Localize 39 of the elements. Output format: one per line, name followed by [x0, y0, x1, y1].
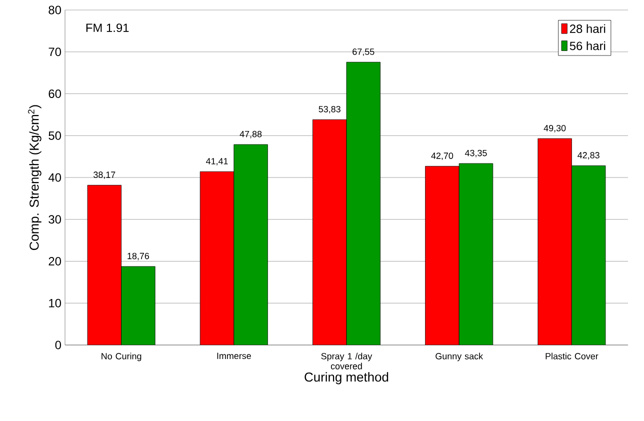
bar — [538, 138, 572, 345]
bar — [458, 163, 494, 345]
bar — [572, 165, 606, 345]
data-label: 42,83 — [578, 152, 600, 160]
y-axis-title: Comp. Strength (Kg/cm$^{2}$) — [28, 105, 42, 250]
data-label: 18,76 — [128, 252, 150, 260]
y-tick-label: 40 — [48, 173, 62, 182]
legend-label: 28 hari — [570, 24, 606, 34]
bar — [425, 166, 460, 345]
y-tick-label: 30 — [48, 215, 62, 224]
data-label: 41,41 — [206, 158, 228, 166]
x-tick-label: Gunny sack — [436, 352, 484, 362]
data-label: 47,88 — [240, 130, 262, 138]
y-tick-label: 10 — [49, 298, 62, 308]
annotation: FM 1.91 — [86, 24, 129, 32]
bar — [121, 266, 156, 345]
data-label: 38,17 — [94, 172, 116, 179]
data-label: 42,70 — [431, 152, 454, 160]
y-tick-label: 20 — [48, 257, 62, 266]
legend-label: 56 hari — [570, 41, 606, 50]
y-tick-label: 80 — [48, 6, 62, 14]
data-label: 43,35 — [464, 150, 487, 158]
x-axis-title: Curing method — [304, 372, 388, 384]
y-tick-label: 50 — [48, 131, 62, 140]
y-tick-label: 0 — [55, 340, 62, 350]
y-tick-label: 70 — [48, 48, 62, 56]
bar — [200, 171, 234, 345]
bar — [87, 184, 122, 345]
x-tick-label: No Curing — [102, 352, 142, 362]
x-tick-label: Spray 1 /day covered — [321, 352, 372, 370]
data-label: 49,30 — [544, 124, 566, 132]
y-tick-label: 60 — [48, 90, 62, 98]
bar — [312, 119, 347, 345]
data-label: 67,55 — [352, 48, 374, 56]
bar — [234, 144, 268, 345]
x-tick-label: Immerse — [217, 352, 251, 360]
x-tick-label: Plastic Cover — [546, 352, 598, 360]
bar — [346, 62, 380, 345]
data-label: 53,83 — [318, 106, 340, 114]
